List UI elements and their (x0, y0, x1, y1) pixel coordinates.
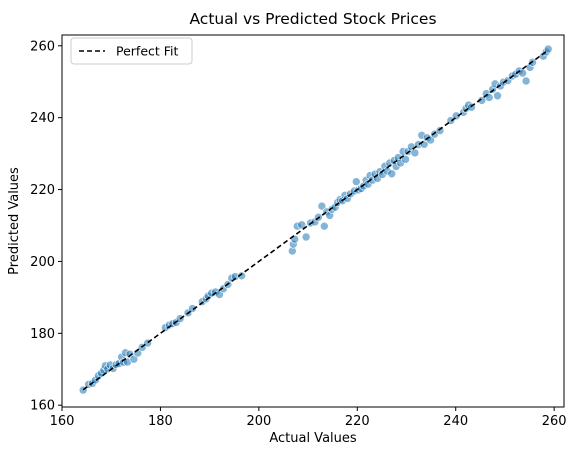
chart-title: Actual vs Predicted Stock Prices (189, 10, 436, 28)
x-tick-label: 220 (345, 414, 370, 429)
legend-label-perfect-fit: Perfect Fit (116, 44, 179, 59)
y-axis: 160 180 200 220 240 260 (30, 39, 62, 414)
data-point (410, 148, 420, 158)
x-tick-label: 200 (246, 414, 271, 429)
data-point (188, 304, 197, 313)
legend-box (70, 37, 193, 65)
y-axis-label: Predicted Values (7, 167, 22, 275)
data-point (237, 271, 246, 281)
data-point (317, 201, 327, 211)
data-point (352, 177, 361, 186)
data-point (401, 155, 410, 164)
data-point (320, 221, 329, 231)
y-tick-label: 240 (30, 111, 55, 126)
x-tick-label: 240 (443, 414, 468, 429)
y-tick-label: 200 (30, 255, 55, 270)
x-tick-label: 260 (542, 414, 567, 429)
data-point (493, 91, 502, 101)
x-tick-label: 180 (148, 414, 173, 429)
y-tick-label: 180 (30, 327, 55, 342)
data-point (387, 169, 397, 179)
y-tick-label: 160 (30, 399, 55, 414)
fit-line-layer (82, 49, 549, 391)
data-point (543, 44, 553, 54)
x-axis-label: Actual Values (269, 431, 357, 446)
data-point (518, 68, 527, 78)
y-tick-label: 220 (30, 183, 55, 198)
x-tick-label: 160 (50, 414, 75, 429)
data-point (521, 76, 531, 86)
y-tick-label: 260 (30, 39, 55, 54)
data-point (301, 232, 311, 242)
perfect-fit-line (82, 49, 549, 391)
x-axis: 160 180 200 220 240 260 (50, 407, 567, 429)
data-point (129, 354, 139, 364)
legend: Perfect Fit (70, 37, 193, 65)
data-point (297, 220, 306, 230)
plot-area-frame (61, 34, 565, 408)
data-point (477, 96, 487, 105)
